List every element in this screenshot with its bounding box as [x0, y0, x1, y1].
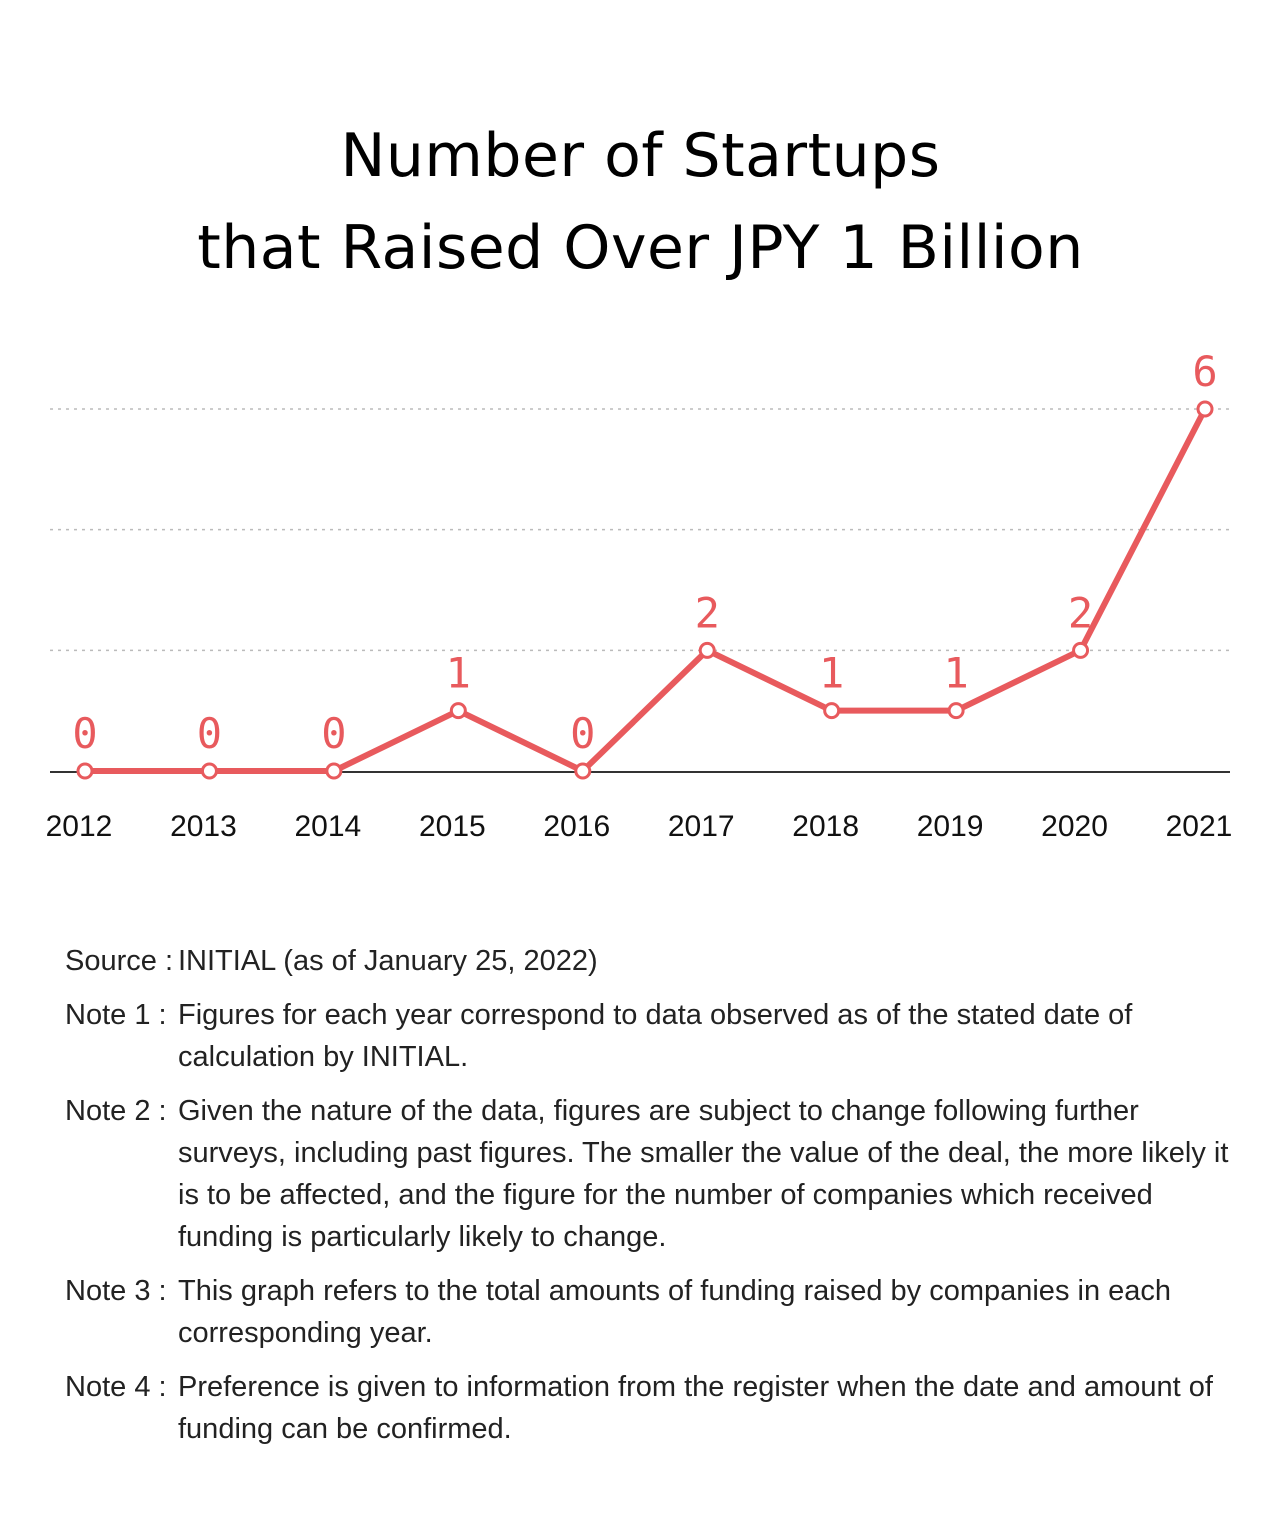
x-tick-label: 2019	[917, 810, 984, 843]
x-tick-label: 2020	[1041, 810, 1108, 843]
data-label-2013: 0	[197, 709, 222, 758]
data-label-2018: 1	[819, 649, 844, 698]
note-text: Preference is given to information from …	[178, 1371, 1213, 1445]
data-label-2020: 2	[1068, 588, 1093, 637]
data-point-2018	[823, 702, 841, 720]
chart-title: Number of Startups that Raised Over JPY …	[0, 110, 1281, 294]
data-point-2021	[1196, 400, 1214, 418]
note-4: Note 4 : Preference is given to informat…	[65, 1366, 1235, 1450]
data-point-2019	[947, 702, 965, 720]
note-text: Given the nature of the data, figures ar…	[178, 1095, 1229, 1253]
data-labels: 0 0 0 1 0 2 1 1 2 6	[72, 347, 1217, 758]
data-point-2014	[325, 762, 343, 780]
note-2: Note 2 : Given the nature of the data, f…	[65, 1090, 1235, 1258]
x-tick-label: 2013	[170, 810, 237, 843]
data-label-2019: 1	[943, 649, 968, 698]
note-label: Note 2 :	[65, 1095, 167, 1127]
series-line	[82, 406, 1208, 774]
note-1: Note 1 : Figures for each year correspon…	[65, 994, 1235, 1078]
data-point-2016	[574, 762, 592, 780]
x-tick-label: 2017	[668, 810, 735, 843]
note-source: Source : INITIAL (as of January 25, 2022…	[65, 940, 1235, 982]
note-label: Note 4 :	[65, 1371, 167, 1403]
data-point-2013	[200, 762, 218, 780]
chart-title-line-1: Number of Startups	[340, 121, 941, 191]
series-polyline	[82, 406, 1208, 774]
note-label: Source :	[65, 945, 173, 977]
note-label: Note 3 :	[65, 1275, 167, 1307]
note-text: Figures for each year correspond to data…	[178, 999, 1133, 1073]
data-point-2020	[1072, 641, 1090, 659]
x-tick-label: 2014	[295, 810, 362, 843]
data-point-2012	[76, 762, 94, 780]
gridlines	[50, 408, 1230, 652]
note-label: Note 1 :	[65, 999, 167, 1031]
x-tick-label: 2015	[419, 810, 486, 843]
note-3: Note 3 : This graph refers to the total …	[65, 1270, 1235, 1354]
note-text: INITIAL (as of January 25, 2022)	[178, 945, 598, 977]
x-tick-label: 2018	[792, 810, 859, 843]
x-tick-label: 2021	[1166, 810, 1233, 843]
x-tick-label: 2012	[46, 810, 113, 843]
x-tick-labels: 2012 2013 2014 2015 2016 2017 2018 2019 2020 2021	[46, 810, 1233, 843]
data-label-2014: 0	[321, 709, 346, 758]
data-label-2012: 0	[72, 709, 97, 758]
note-text: This graph refers to the total amounts o…	[178, 1275, 1172, 1349]
data-label-2021: 6	[1192, 347, 1217, 396]
data-label-2017: 2	[695, 588, 720, 637]
data-label-2016: 0	[570, 709, 595, 758]
data-points	[76, 400, 1214, 780]
chart-title-line-2: that Raised Over JPY 1 Billion	[197, 213, 1084, 283]
data-point-2015	[449, 702, 467, 720]
data-point-2017	[698, 641, 716, 659]
chart-notes: Source : INITIAL (as of January 25, 2022…	[65, 940, 1235, 1462]
data-label-2015: 1	[446, 649, 471, 698]
x-tick-label: 2016	[543, 810, 610, 843]
